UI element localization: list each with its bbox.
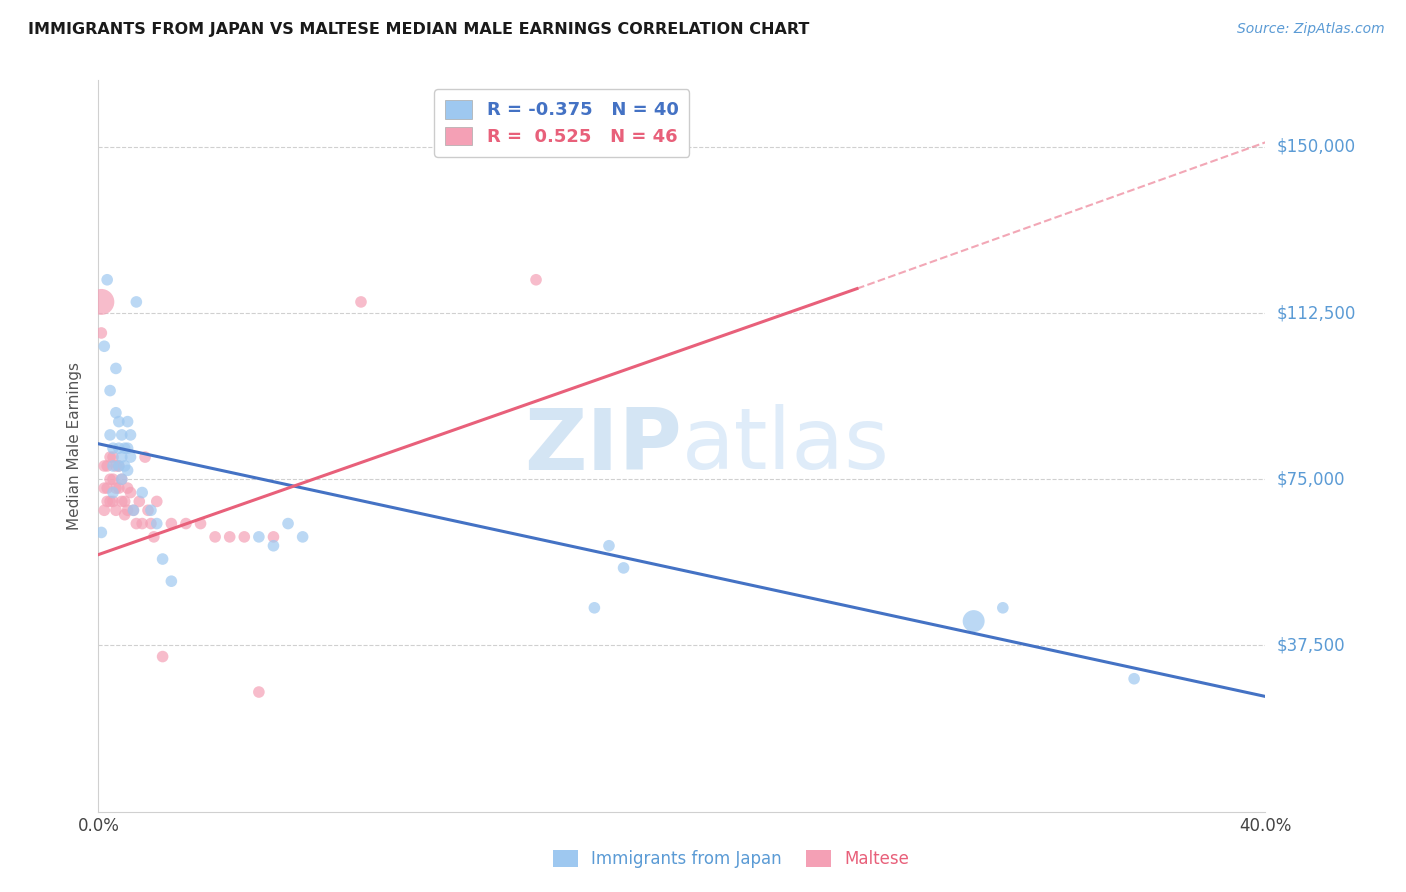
Point: [120, 428, 142, 442]
Point: [962, 614, 984, 628]
Point: [117, 415, 139, 429]
Text: ZIP: ZIP: [524, 404, 682, 488]
Point: [598, 539, 620, 553]
Point: [108, 458, 131, 473]
Point: [524, 273, 547, 287]
Point: [117, 463, 139, 477]
Point: [104, 406, 127, 420]
Point: [152, 649, 174, 664]
Point: [93, 458, 115, 473]
Point: [139, 516, 162, 531]
Point: [104, 503, 127, 517]
Point: [111, 494, 134, 508]
Point: [96, 494, 118, 508]
Point: [101, 485, 124, 500]
Point: [114, 441, 136, 455]
Point: [93, 481, 115, 495]
Point: [114, 494, 136, 508]
Point: [117, 441, 139, 455]
Point: [152, 552, 174, 566]
Point: [114, 458, 136, 473]
Point: [98, 472, 121, 486]
Point: [136, 503, 159, 517]
Point: [120, 450, 142, 464]
Point: [291, 530, 314, 544]
Point: [98, 428, 121, 442]
Point: [583, 600, 606, 615]
Point: [108, 415, 131, 429]
Point: [90, 525, 112, 540]
Point: [111, 450, 134, 464]
Point: [1123, 672, 1146, 686]
Point: [93, 339, 115, 353]
Point: [111, 472, 134, 486]
Y-axis label: Median Male Earnings: Median Male Earnings: [67, 362, 83, 530]
Point: [612, 561, 634, 575]
Point: [120, 485, 142, 500]
Point: [174, 516, 197, 531]
Point: [134, 450, 156, 464]
Legend: R = -0.375   N = 40, R =  0.525   N = 46: R = -0.375 N = 40, R = 0.525 N = 46: [434, 89, 689, 157]
Point: [122, 503, 145, 517]
Point: [146, 516, 169, 531]
Point: [142, 530, 165, 544]
Point: [104, 458, 127, 473]
Point: [98, 384, 121, 398]
Point: [125, 294, 148, 309]
Point: [277, 516, 299, 531]
Point: [111, 428, 134, 442]
Point: [262, 530, 284, 544]
Point: [108, 441, 131, 455]
Point: [117, 503, 139, 517]
Point: [101, 494, 124, 508]
Point: [247, 685, 270, 699]
Point: [233, 530, 256, 544]
Point: [96, 273, 118, 287]
Point: [98, 450, 121, 464]
Point: [101, 472, 124, 486]
Point: [93, 503, 115, 517]
Legend: Immigrants from Japan, Maltese: Immigrants from Japan, Maltese: [546, 843, 917, 875]
Point: [96, 458, 118, 473]
Text: IMMIGRANTS FROM JAPAN VS MALTESE MEDIAN MALE EARNINGS CORRELATION CHART: IMMIGRANTS FROM JAPAN VS MALTESE MEDIAN …: [28, 22, 810, 37]
Point: [991, 600, 1014, 615]
Point: [204, 530, 226, 544]
Point: [262, 539, 284, 553]
Point: [101, 450, 124, 464]
Point: [104, 361, 127, 376]
Point: [101, 441, 124, 455]
Point: [146, 494, 169, 508]
Point: [139, 503, 162, 517]
Point: [90, 326, 112, 340]
Point: [117, 481, 139, 495]
Point: [218, 530, 240, 544]
Point: [108, 481, 131, 495]
Point: [160, 516, 183, 531]
Point: [101, 458, 124, 473]
Point: [111, 472, 134, 486]
Point: [131, 485, 153, 500]
Point: [108, 458, 131, 473]
Text: Source: ZipAtlas.com: Source: ZipAtlas.com: [1237, 22, 1385, 37]
Text: atlas: atlas: [682, 404, 890, 488]
Point: [96, 481, 118, 495]
Point: [160, 574, 183, 589]
Point: [122, 503, 145, 517]
Point: [125, 516, 148, 531]
Point: [131, 516, 153, 531]
Point: [247, 530, 270, 544]
Text: $112,500: $112,500: [1277, 304, 1355, 322]
Text: $75,000: $75,000: [1277, 470, 1346, 488]
Point: [128, 494, 150, 508]
Point: [114, 508, 136, 522]
Point: [90, 294, 112, 309]
Text: $150,000: $150,000: [1277, 137, 1355, 156]
Text: $37,500: $37,500: [1277, 637, 1346, 655]
Point: [190, 516, 212, 531]
Point: [98, 494, 121, 508]
Point: [104, 481, 127, 495]
Point: [350, 294, 373, 309]
